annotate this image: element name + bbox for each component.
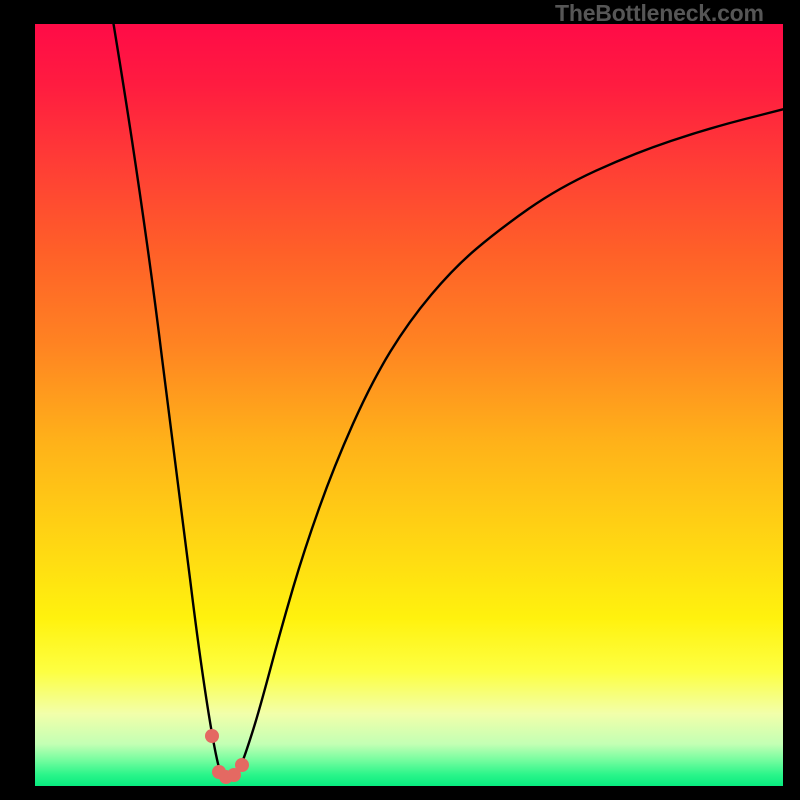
min-dot-0: [205, 729, 219, 743]
watermark-text: TheBottleneck.com: [555, 0, 764, 27]
curve-minimum-dots: [0, 0, 800, 800]
min-dot-4: [235, 758, 249, 772]
